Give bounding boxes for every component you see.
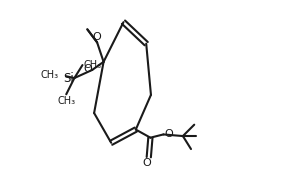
Text: O: O: [164, 129, 173, 139]
Text: CH₃: CH₃: [41, 70, 59, 80]
Text: CH₃: CH₃: [83, 60, 101, 70]
Text: O: O: [83, 64, 92, 74]
Text: CH₃: CH₃: [57, 96, 75, 106]
Text: O: O: [142, 158, 151, 168]
Text: O: O: [92, 32, 101, 42]
Text: Si: Si: [63, 72, 74, 85]
